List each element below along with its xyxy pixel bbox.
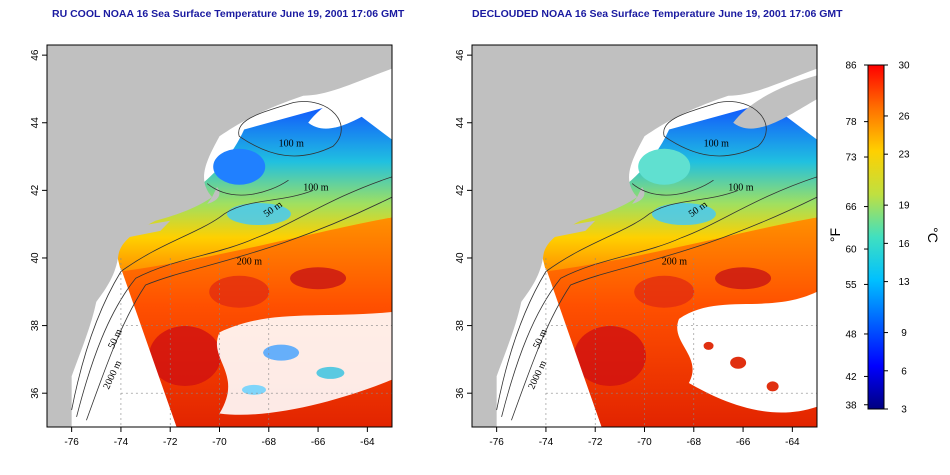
cloud-contaminated-pixels [263,344,300,361]
y-axis-tick-label: 40 [455,252,466,264]
bathymetry-contour-200m [76,176,392,417]
cloud-contaminated-pixels [316,366,345,379]
colorbar-gradient [867,64,885,410]
celsius-tick-label: 30 [898,61,910,72]
celsius-tick-label: 6 [901,366,907,377]
x-axis-tick-label: -70 [212,437,227,448]
contour-depth-label: 100 m [303,182,329,193]
y-axis-tick-label: 36 [455,387,466,399]
contour-depth-label: 200 m [662,257,688,268]
north-american-landmass [47,45,392,427]
fahrenheit-tick-label: 60 [845,245,857,256]
warm-eddy [634,275,695,308]
bathymetry-contour-50m [71,189,314,411]
bathymetry-contour-100m [631,179,714,196]
gulf-of-maine-water [638,148,691,185]
x-axis-tick-label: -68 [262,437,277,448]
fahrenheit-tick-label: 38 [845,400,857,411]
georges-bank-water [651,203,716,226]
bathymetry-contour-100m [206,179,289,196]
masked-cloud-region [677,291,817,413]
fahrenheit-tick-label: 78 [845,117,857,128]
contour-depth-label: 100 m [728,182,754,193]
y-axis-tick-label: 44 [30,117,41,129]
x-axis-tick-label: -68 [687,437,702,448]
celsius-tick-label: 19 [898,201,910,212]
long-island [125,220,171,238]
cape-cod [632,186,645,204]
y-axis-tick-label: 38 [455,320,466,332]
bathymetry-contour-2000m [511,196,817,421]
y-axis-tick-label: 46 [455,49,466,61]
shelf-cool-water [538,102,817,272]
bathymetry-contour-2000m [86,196,392,421]
cloud-contaminated-pixels [242,384,266,395]
x-axis-tick-label: -66 [311,437,326,448]
clear-sky-pixels [766,381,779,392]
bathymetry-contour-200m [501,176,817,417]
temperature-colorbar: 30 26 23 19 16 13 9 6 3 86 78 73 66 60 55 48 42 38 °F °C [830,61,941,416]
celsius-tick-label: 26 [898,111,910,122]
y-axis-tick-label: 40 [30,252,41,264]
fahrenheit-tick-label: 86 [845,61,857,72]
warm-eddy [715,267,772,290]
warm-eddy [574,326,646,387]
y-axis-tick-label: 36 [30,387,41,399]
left-panel-title: RU COOL NOAA 16 Sea Surface Temperature … [52,8,405,20]
contour-depth-label: 100 m [279,138,305,149]
fahrenheit-tick-label: 66 [845,202,857,213]
georges-bank-water [226,203,291,226]
long-island [550,220,596,238]
cape-cod [207,186,220,204]
x-axis-tick-label: -64 [360,437,375,448]
clear-sky-pixels [730,356,747,369]
x-axis-tick-label: -72 [588,437,603,448]
fahrenheit-tick-label: 48 [845,329,857,340]
x-axis-tick-label: -76 [489,437,504,448]
nova-scotia [308,75,392,129]
warm-eddy [290,267,347,290]
x-axis-tick-label: -72 [163,437,178,448]
x-axis-tick-label: -76 [64,437,79,448]
warm-eddy [149,326,221,387]
x-axis-tick-label: -70 [637,437,652,448]
fahrenheit-tick-label: 73 [845,153,857,164]
celsius-tick-label: 9 [901,328,907,339]
right-panel-title: DECLOUDED NOAA 16 Sea Surface Temperatur… [472,8,843,20]
y-axis-tick-label: 42 [455,184,466,196]
bathymetry-contour-100m [238,101,342,157]
celsius-tick-label: 23 [898,150,910,161]
clear-sky-pixels [703,341,714,350]
north-american-landmass [472,45,817,427]
bathymetry-contour-50m [496,189,739,411]
celsius-tick-label: 16 [898,239,910,250]
x-axis-tick-label: -74 [114,437,129,448]
fahrenheit-tick-label: 42 [845,372,857,383]
celsius-tick-label: 13 [898,277,910,288]
y-axis-tick-label: 42 [30,184,41,196]
x-axis-tick-label: -64 [785,437,800,448]
fahrenheit-tick-label: 55 [845,280,857,291]
x-axis-tick-label: -74 [539,437,554,448]
y-axis-tick-label: 38 [30,320,41,332]
celsius-tick-label: 3 [901,405,907,416]
shelf-cool-water [113,102,392,272]
celsius-unit-label: °C [925,227,941,243]
nova-scotia [733,75,817,129]
fahrenheit-unit-label: °F [830,228,843,242]
bathymetry-contour-100m [663,101,767,157]
contour-depth-label: 200 m [237,257,263,268]
y-axis-tick-label: 46 [30,49,41,61]
contour-depth-label: 100 m [704,138,730,149]
warm-eddy [209,275,270,308]
x-axis-tick-label: -66 [736,437,751,448]
gulf-of-maine-water [213,148,266,185]
y-axis-tick-label: 44 [455,117,466,129]
